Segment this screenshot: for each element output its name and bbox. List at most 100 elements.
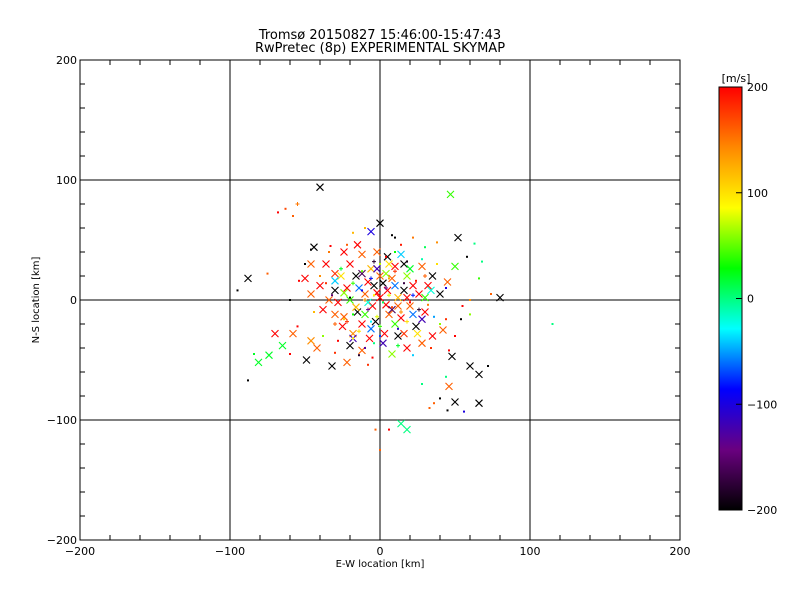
data-point-dot bbox=[430, 347, 432, 349]
data-point-cross bbox=[319, 305, 327, 314]
data-point-dot bbox=[343, 318, 345, 321]
data-point-dot bbox=[412, 354, 414, 357]
data-point-cross bbox=[254, 358, 263, 367]
data-point-plus bbox=[417, 307, 421, 312]
data-point-dot bbox=[328, 251, 330, 253]
data-point-dot bbox=[304, 263, 306, 265]
x-axis-label: E-W location [km] bbox=[336, 559, 425, 570]
data-point-cross bbox=[451, 262, 459, 271]
data-point-cross bbox=[373, 248, 381, 256]
data-point-dot bbox=[325, 282, 327, 285]
data-point-cross bbox=[454, 233, 462, 242]
data-point-dot bbox=[433, 402, 435, 405]
data-point-dot bbox=[421, 258, 423, 261]
data-point-dot bbox=[379, 335, 381, 337]
data-point-plus bbox=[333, 322, 337, 326]
data-point-cross bbox=[428, 332, 437, 340]
data-point-dot bbox=[382, 301, 384, 304]
data-point-dot bbox=[454, 335, 456, 337]
data-point-cross bbox=[352, 272, 360, 280]
data-point-dot bbox=[310, 248, 312, 251]
data-point-cross bbox=[367, 324, 375, 333]
data-point-dot bbox=[352, 231, 354, 234]
data-point-cross bbox=[340, 248, 348, 256]
data-point-cross bbox=[388, 305, 396, 314]
data-point-dot bbox=[445, 318, 447, 321]
data-point-cross bbox=[379, 339, 387, 348]
data-point-cross bbox=[475, 370, 483, 379]
data-point-dot bbox=[329, 245, 332, 247]
data-point-cross bbox=[406, 302, 414, 310]
data-point-cross bbox=[271, 329, 279, 338]
data-points bbox=[236, 183, 554, 451]
data-point-cross bbox=[358, 269, 366, 278]
data-point-dot bbox=[370, 320, 372, 323]
data-point-plus bbox=[345, 319, 349, 324]
gridlines bbox=[80, 60, 680, 540]
colorbar-tick-label: 0 bbox=[747, 293, 754, 306]
data-point-plus bbox=[357, 329, 361, 334]
data-point-dot bbox=[481, 260, 483, 263]
data-point-cross bbox=[475, 399, 483, 408]
data-point-dot bbox=[292, 215, 294, 217]
data-point-cross bbox=[421, 308, 429, 316]
data-point-cross bbox=[376, 293, 384, 302]
data-point-dot bbox=[379, 449, 381, 451]
data-point-dot bbox=[460, 318, 462, 321]
y-axis-label: N-S location [km] bbox=[31, 257, 42, 344]
colorbar-tick-label: 200 bbox=[747, 81, 768, 94]
data-point-dot bbox=[421, 383, 423, 385]
data-point-cross bbox=[367, 264, 375, 273]
data-point-cross bbox=[244, 274, 252, 283]
data-point-dot bbox=[446, 409, 449, 412]
data-point-cross bbox=[380, 329, 389, 338]
data-point-dot bbox=[346, 243, 348, 246]
data-point-cross bbox=[346, 260, 354, 268]
data-point-dot bbox=[436, 263, 438, 265]
data-point-dot bbox=[266, 272, 269, 275]
data-point-plus bbox=[393, 269, 397, 274]
x-tick-label: 200 bbox=[670, 545, 691, 558]
data-point-dot bbox=[236, 289, 239, 292]
data-point-dot bbox=[352, 337, 354, 340]
data-point-cross bbox=[418, 262, 426, 271]
data-point-cross bbox=[424, 281, 432, 290]
data-point-dot bbox=[361, 289, 363, 292]
data-point-cross bbox=[346, 296, 354, 304]
data-point-dot bbox=[424, 246, 426, 249]
data-point-cross bbox=[302, 356, 311, 364]
data-point-cross bbox=[445, 382, 453, 391]
x-tick-label: −100 bbox=[215, 545, 245, 558]
data-point-plus bbox=[387, 293, 391, 298]
data-point-dot bbox=[352, 313, 354, 316]
data-point-cross bbox=[364, 278, 372, 286]
data-point-cross bbox=[448, 352, 456, 361]
data-point-dot bbox=[436, 241, 438, 244]
data-point-cross bbox=[382, 269, 390, 278]
data-point-cross bbox=[418, 339, 426, 348]
data-point-dot bbox=[478, 277, 480, 280]
data-point-dot bbox=[379, 263, 381, 265]
data-point-dot bbox=[296, 325, 299, 328]
chart-title: Tromsø 20150827 15:46:00-15:47:43 bbox=[258, 28, 501, 43]
data-point-dot bbox=[412, 236, 414, 239]
data-point-dot bbox=[364, 347, 366, 349]
data-point-dot bbox=[277, 211, 279, 214]
data-point-dot bbox=[349, 296, 351, 299]
data-point-dot bbox=[391, 234, 393, 237]
data-point-cross bbox=[418, 315, 426, 324]
y-tick-label: 100 bbox=[56, 174, 77, 187]
data-point-cross bbox=[376, 219, 384, 228]
data-point-cross bbox=[343, 284, 351, 292]
data-point-cross bbox=[316, 281, 324, 290]
data-point-dot bbox=[466, 255, 468, 258]
data-point-dot bbox=[469, 299, 471, 301]
data-point-cross bbox=[415, 290, 423, 298]
data-point-dot bbox=[400, 243, 402, 246]
data-point-cross bbox=[353, 240, 362, 249]
data-point-cross bbox=[340, 312, 348, 321]
data-point-cross bbox=[451, 398, 459, 406]
data-point-cross bbox=[367, 227, 375, 236]
data-point-dot bbox=[439, 323, 441, 325]
